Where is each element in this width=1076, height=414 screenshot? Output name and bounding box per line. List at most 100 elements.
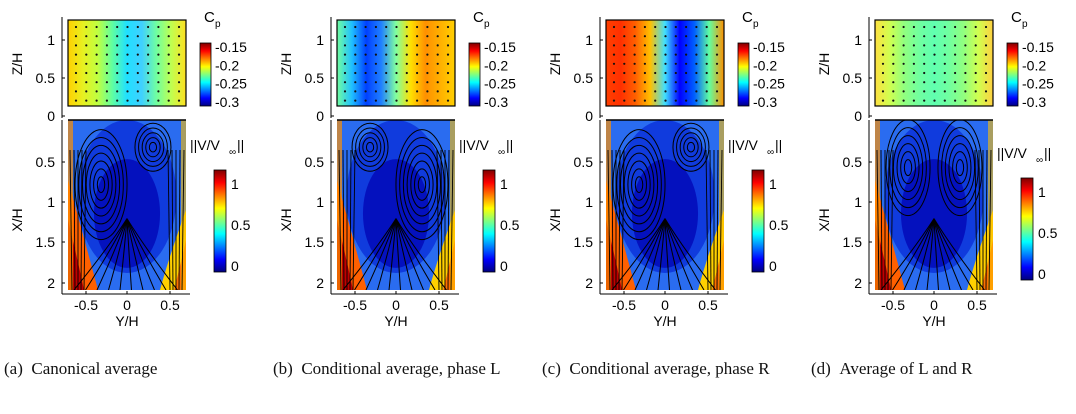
streamline [646,218,666,290]
pressure-tap [892,71,895,75]
panel-plot-svg: 1 0.5 0 Z/H C p -0.15 -0.2 -0.25 -0.3 0.5 1 1.5 2 X/H -… [816,9,1058,329]
pressure-tap [954,71,957,75]
pressure-tap [74,90,78,93]
cp-colorbar-title: C [1011,9,1022,26]
streamline [395,218,401,290]
pressure-tap [633,81,636,84]
pressure-tap [95,44,98,47]
pressure-tap [446,53,450,56]
pressure-tap [446,44,450,47]
pressure-tap [933,44,936,47]
subfigure-caption: (d) Average of L and R [811,358,1073,380]
vortex-streamline [676,127,706,167]
pressure-tap [157,25,160,29]
pressure-tap [85,90,88,93]
cp-colorbar-subscript: p [215,19,221,30]
streamline [988,149,992,290]
cp-colorbar-subscript: p [484,19,490,30]
vortex-streamline [683,137,699,158]
pressure-tap [902,53,905,56]
pressure-tap [364,90,367,93]
pressure-tap [674,71,677,75]
streamline [719,149,723,290]
pressure-tap [167,71,170,75]
streamline [607,149,611,290]
streamline [978,149,981,290]
streamline [716,149,719,290]
cp-colorbar-tick: -0.3 [215,94,239,110]
pressure-tap [374,25,377,29]
streamline [108,218,128,290]
streamline [709,149,712,290]
pressure-tap [74,53,78,56]
pressure-tap [126,35,129,38]
pressure-tap [95,53,98,56]
pressure-tap [374,81,377,84]
pressure-tap [74,62,78,65]
pressure-tap [633,99,636,102]
pressure-tap [147,99,150,102]
pressure-tap [912,81,915,84]
top-y-axis-label: Z/H [278,53,294,76]
pressure-tap [643,99,646,102]
pressure-tap [974,90,977,93]
pressure-tap [136,62,139,65]
velocity-colorbar-tick: 0 [500,258,508,274]
top-y-tick-label: 0.5 [843,70,863,86]
pressure-tap [177,81,181,84]
pressure-tap [623,99,626,102]
pressure-tap [881,99,885,102]
streamline [880,149,883,290]
streamline [85,218,128,290]
pressure-tap [95,99,98,102]
vortex-streamline [889,127,927,209]
pressure-tap [85,25,88,29]
pressure-tap [643,81,646,84]
top-y-axis-label: Z/H [816,53,832,76]
pressure-tap [664,90,667,93]
streamline [354,218,397,290]
velocity-colorbar [1020,177,1034,281]
pressure-tap [354,62,357,65]
pressure-tap [74,25,78,29]
velocity-colorbar-tick: 0.5 [500,217,520,233]
cp-colorbar-title: C [473,9,484,26]
streamline [96,218,128,290]
pressure-tap [105,90,108,93]
streamline [915,218,935,290]
pressure-tap [964,25,967,29]
pressure-tap [416,53,419,56]
pressure-tap [436,71,439,75]
streamline [126,218,132,290]
vortex-streamline [93,168,109,201]
velocity-colorbar-title: ||V/V [728,137,759,153]
pressure-tap [633,25,636,29]
pressure-tap [902,35,905,38]
pressure-tap [147,44,150,47]
pressure-tap [674,44,677,47]
pressure-tap [964,81,967,84]
pressure-tap [385,99,388,102]
pressure-tap [623,44,626,47]
bottom-y-tick-label: 0.5 [843,154,863,170]
pressure-tap [912,71,915,75]
pressure-tap [654,71,657,75]
pressure-tap [74,44,78,47]
pressure-tap [436,25,439,29]
pressure-tap [436,90,439,93]
pressure-tap [881,25,885,29]
pressure-tap [374,35,377,38]
bottom-y-tick-label: 1.5 [305,234,325,250]
cp-colorbar-subscript: p [1022,19,1028,30]
streamline [352,149,356,290]
bottom-y-axis-label: X/H [816,208,832,231]
pressure-tap [954,53,957,56]
pressure-tap [902,62,905,65]
pressure-tap [105,35,108,38]
pressure-tap [395,62,398,65]
pressure-tap [664,99,667,102]
pressure-tap [933,53,936,56]
bottom-x-tick-label: -0.5 [881,297,905,313]
pressure-tap [126,25,129,29]
bottom-y-tick-label: 1 [47,194,55,210]
